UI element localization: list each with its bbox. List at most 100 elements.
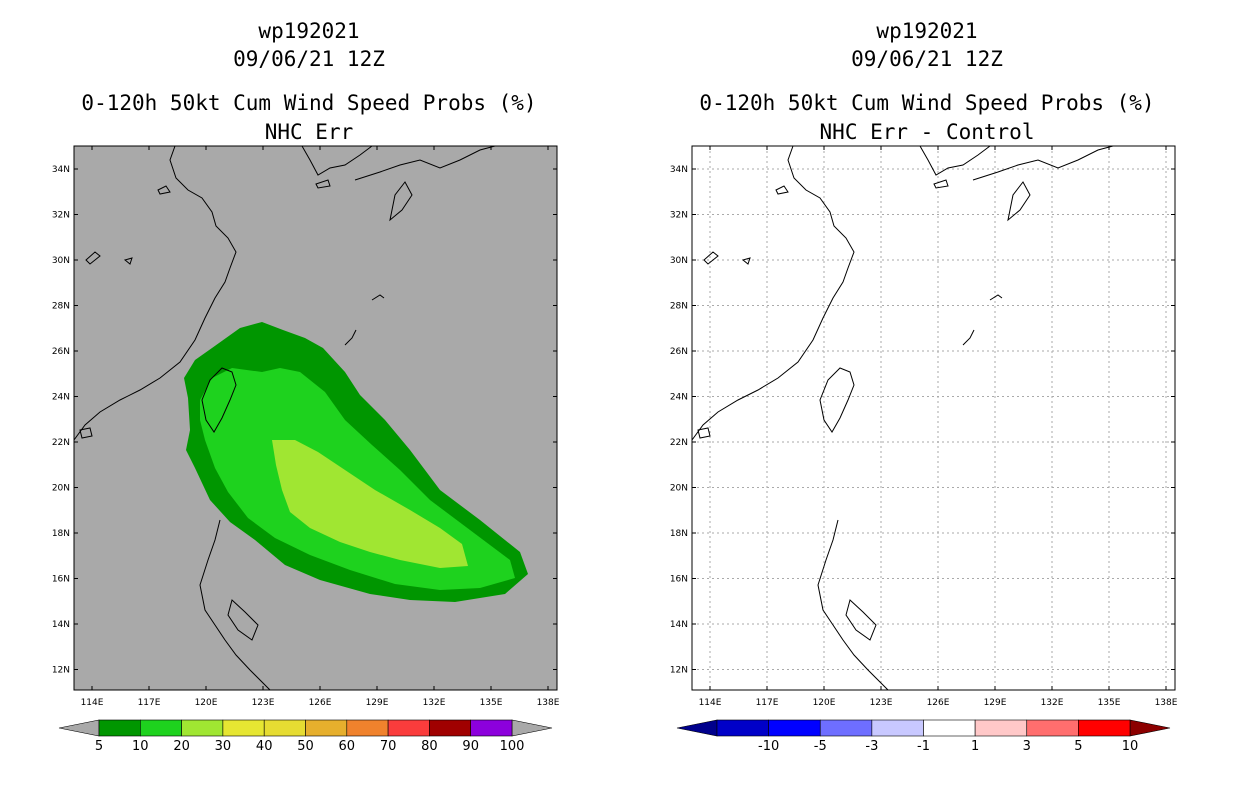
- colorbar-label: -1: [917, 739, 930, 754]
- lat-tick-label: 22N: [52, 438, 70, 448]
- coastlines: [73, 145, 496, 691]
- left-map-figure: 114E 117E 120E 123E 126E 129E 132E 135E 138E 34N 3…: [52, 145, 560, 754]
- prob-band-20: [272, 440, 468, 568]
- colorbar-swatch: [768, 719, 821, 737]
- lat-tick-label: 34N: [52, 165, 70, 175]
- lon-tick-label: 126E: [309, 698, 332, 708]
- colorbar-label: -3: [865, 739, 878, 754]
- lon-tick-label: 114E: [81, 698, 104, 708]
- colorbar-label: -5: [814, 739, 827, 754]
- colorbar-end-left: [676, 719, 718, 737]
- colorbar-label: 3: [1023, 739, 1031, 754]
- colorbar-swatch: [871, 719, 924, 737]
- colorbar-end-left: [58, 719, 100, 737]
- colorbar-swatch: [263, 719, 306, 737]
- lat-tick-label: 34N: [670, 165, 688, 175]
- colorbar-label: 10: [1122, 739, 1139, 754]
- lon-tick-label: 129E: [366, 698, 389, 708]
- lon-tick-label: 117E: [756, 698, 779, 708]
- lat-tick-label: 16N: [670, 575, 688, 585]
- lat-tick-label: 24N: [670, 393, 688, 403]
- colorbar-label: 70: [380, 739, 397, 754]
- lon-tick-label: 138E: [537, 698, 560, 708]
- lat-tick-label: 28N: [670, 302, 688, 312]
- lat-tick-label: 22N: [670, 438, 688, 448]
- lat-tick-label: 20N: [52, 484, 70, 494]
- coastlines: [691, 145, 1114, 691]
- colorbar-swatch: [305, 719, 348, 737]
- lat-tick-label: 26N: [670, 347, 688, 357]
- map-frame: [73, 145, 558, 691]
- lat-tick-label: 12N: [670, 666, 688, 676]
- colorbar-swatch: [346, 719, 389, 737]
- colorbar-label: 5: [1074, 739, 1082, 754]
- grid-lines: [692, 146, 1175, 690]
- lon-tick-label: 135E: [480, 698, 503, 708]
- colorbar-label: 5: [95, 739, 103, 754]
- colorbar-label: 20: [173, 739, 190, 754]
- colorbar-end-right: [1129, 719, 1171, 737]
- lat-tick-label: 26N: [52, 347, 70, 357]
- lon-tick-label: 123E: [870, 698, 893, 708]
- lat-tick-label: 20N: [670, 484, 688, 494]
- lat-tick-label: 24N: [52, 393, 70, 403]
- lon-tick-label: 132E: [1041, 698, 1064, 708]
- colorbar-label: 1: [971, 739, 979, 754]
- colorbar-label: -10: [758, 739, 779, 754]
- lat-tick-label: 32N: [52, 211, 70, 221]
- lat-tick-label: 14N: [52, 620, 70, 630]
- colorbar-swatch: [387, 719, 430, 737]
- colorbar-swatch: [181, 719, 224, 737]
- lat-tick-label: 30N: [670, 256, 688, 266]
- probability-colorbar: 5 10 20 30 40 50 60 70 80 90 100: [58, 719, 553, 754]
- colorbar-label: 80: [421, 739, 438, 754]
- colorbar-swatch: [1078, 719, 1131, 737]
- colorbar-label: 90: [462, 739, 479, 754]
- right-panel: wp192021 09/06/21 12Z 0-120h 50kt Cum Wi…: [618, 0, 1236, 800]
- product-title: 0-120h 50kt Cum Wind Speed Probs (%): [81, 91, 537, 115]
- colorbar-swatch: [222, 719, 265, 737]
- lon-tick-label: 135E: [1098, 698, 1121, 708]
- colorbar-label: 50: [297, 739, 314, 754]
- colorbar-label: 40: [256, 739, 273, 754]
- lat-tick-label: 18N: [670, 529, 688, 539]
- panel-subtitle: NHC Err: [264, 120, 354, 144]
- colorbar-swatch: [470, 719, 513, 737]
- lon-tick-label: 120E: [813, 698, 836, 708]
- map-background: [692, 146, 1175, 690]
- lon-tick-label: 120E: [195, 698, 218, 708]
- lat-tick-label: 30N: [52, 256, 70, 266]
- colorbar-label: 100: [500, 739, 525, 754]
- panel-subtitle: NHC Err - Control: [819, 120, 1035, 144]
- colorbar-label: 10: [132, 739, 149, 754]
- lon-tick-label: 114E: [699, 698, 722, 708]
- lon-tick-label: 129E: [984, 698, 1007, 708]
- colorbar-swatch: [429, 719, 471, 737]
- right-map-figure: 114E 117E 120E 123E 126E 129E 132E 135E 138E 34N 3…: [670, 145, 1178, 754]
- colorbar-swatch: [716, 719, 769, 737]
- product-title: 0-120h 50kt Cum Wind Speed Probs (%): [699, 91, 1155, 115]
- colorbar-label: 30: [215, 739, 232, 754]
- colorbar-swatch: [819, 719, 873, 737]
- lon-tick-label: 123E: [252, 698, 275, 708]
- left-panel: wp192021 09/06/21 12Z 0-120h 50kt Cum Wi…: [52, 19, 560, 754]
- lat-tick-label: 14N: [670, 620, 688, 630]
- colorbar-swatch: [98, 719, 141, 737]
- colorbar-label: 60: [339, 739, 356, 754]
- colorbar-end-right: [511, 719, 553, 737]
- lat-tick-label: 28N: [52, 302, 70, 312]
- axis-ticks: 114E 117E 120E 123E 126E 129E 132E 135E 138E 34N 3…: [52, 146, 560, 708]
- lon-tick-label: 138E: [1155, 698, 1178, 708]
- probability-shading: [184, 322, 528, 602]
- colorbar-swatch: [1026, 719, 1079, 737]
- lat-tick-label: 32N: [670, 211, 688, 221]
- date-title: 09/06/21 12Z: [851, 47, 1003, 71]
- date-title: 09/06/21 12Z: [233, 47, 385, 71]
- colorbar-swatch: [140, 719, 182, 737]
- lat-tick-label: 16N: [52, 575, 70, 585]
- lon-tick-label: 132E: [423, 698, 446, 708]
- lat-tick-label: 18N: [52, 529, 70, 539]
- axis-ticks: 114E 117E 120E 123E 126E 129E 132E 135E 138E 34N 3…: [670, 146, 1178, 708]
- lon-tick-label: 126E: [927, 698, 950, 708]
- storm-id-title: wp192021: [258, 19, 360, 43]
